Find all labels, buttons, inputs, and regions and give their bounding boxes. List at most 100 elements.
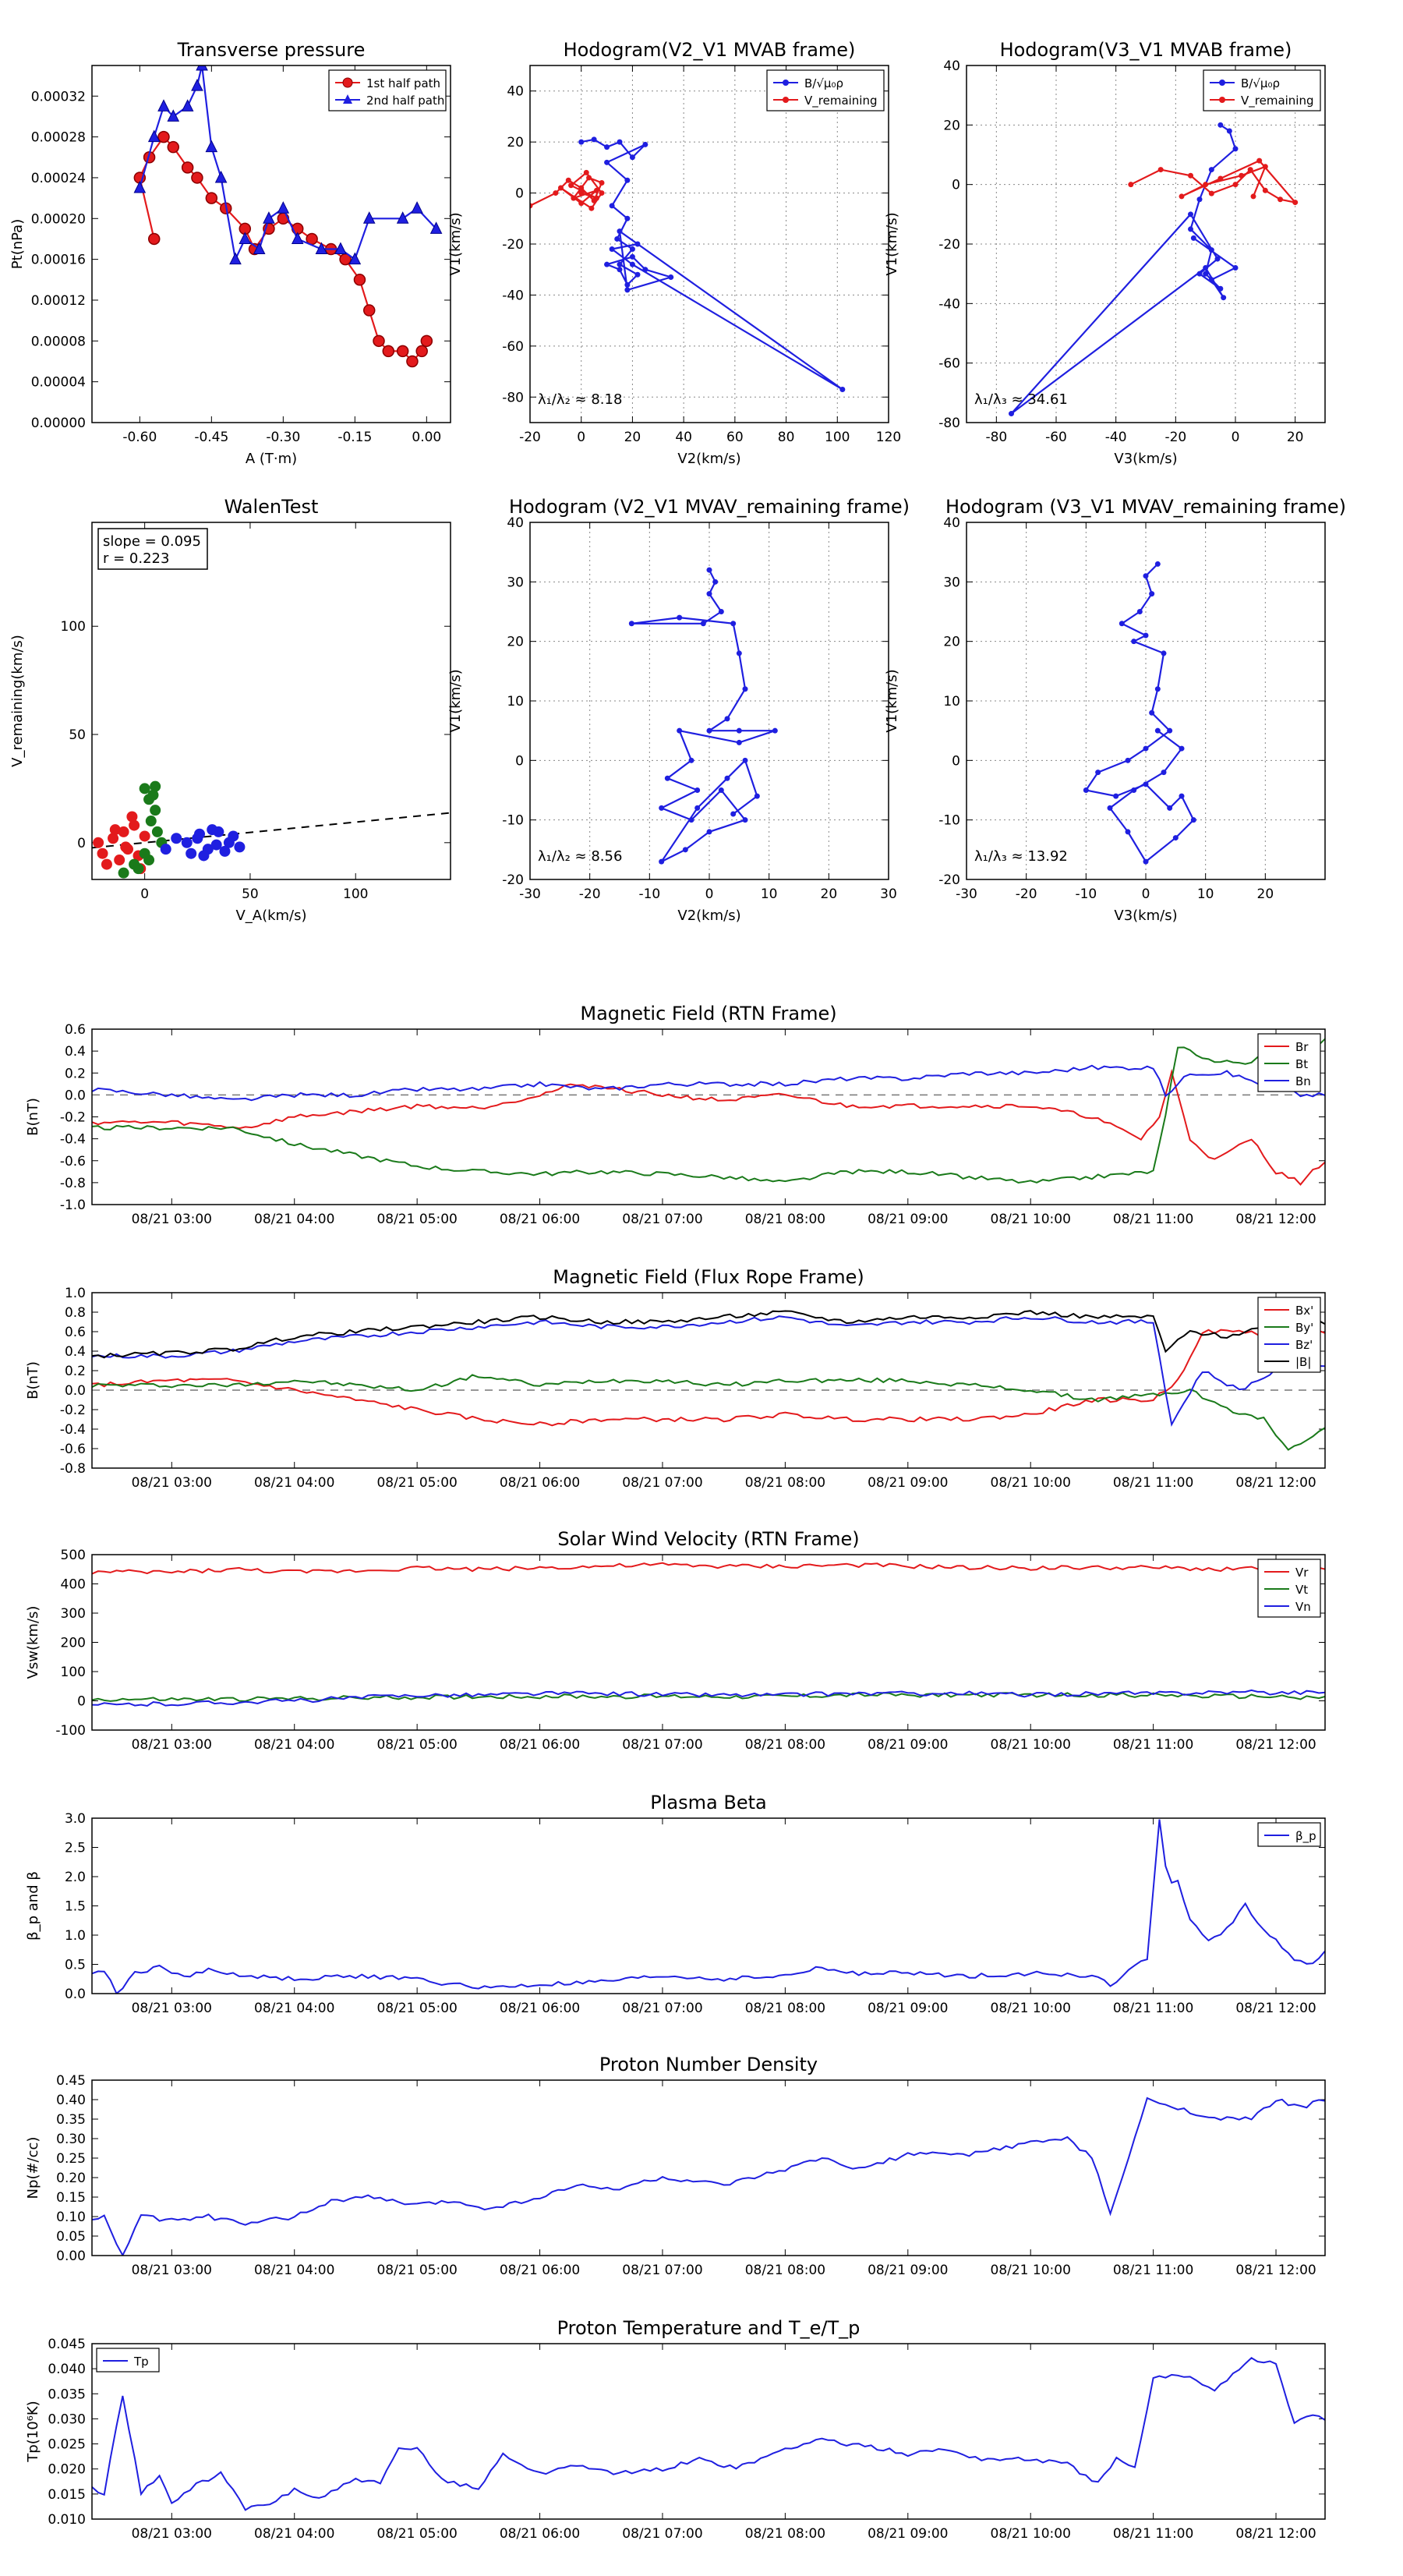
x-axis-label: V_A(km/s) (235, 908, 306, 924)
data-point (1157, 167, 1164, 173)
x-tick-label: 0.00 (412, 430, 441, 445)
y-tick-label: 0.20 (56, 2171, 86, 2186)
data-point (126, 811, 138, 823)
y-tick-label: 1.5 (65, 1899, 86, 1915)
legend-label: |B| (1295, 1355, 1311, 1369)
x-tick-label: 08/21 11:00 (1113, 2001, 1193, 2016)
series-line (92, 1562, 1325, 1575)
annotation-text: λ₁/λ₂ ≈ 8.56 (538, 848, 622, 865)
data-point (101, 858, 112, 870)
data-point (642, 141, 648, 147)
x-tick-label: 08/21 10:00 (991, 1475, 1071, 1491)
data-point (93, 837, 104, 848)
data-point (362, 304, 376, 317)
y-tick-label: -0.8 (60, 1461, 86, 1477)
y-tick-label: -0.6 (60, 1154, 86, 1169)
data-point (1217, 122, 1224, 128)
data-point (694, 805, 701, 811)
y-tick-label: 2.5 (65, 1841, 86, 1856)
transverse-pressure-chart: Transverse pressure -0.60 -0.45 -0.30 -0.15 0… (9, 39, 451, 467)
data-point (736, 739, 742, 745)
legend-label: Bx' (1295, 1304, 1313, 1318)
x-tick-label: 08/21 08:00 (745, 1475, 825, 1491)
series-data (92, 2097, 1325, 2256)
data-point (578, 190, 585, 196)
data-point (1107, 805, 1113, 811)
data-point (839, 386, 846, 392)
legend-label: Tp (133, 2355, 149, 2369)
x-tick-label: 30 (880, 886, 897, 902)
y-tick-label: -60 (938, 356, 960, 372)
x-tick-label: 08/21 06:00 (500, 1737, 580, 1753)
y-tick-label: -10 (938, 813, 960, 829)
data-point (167, 140, 180, 154)
x-tick-label: -0.60 (122, 430, 157, 445)
data-point (682, 847, 688, 853)
data-point (196, 65, 208, 71)
y-tick-label: 0.025 (48, 2437, 86, 2453)
series-blue (160, 824, 246, 862)
plot-frame (91, 2079, 1326, 2256)
plot-area (92, 1562, 1325, 1707)
y-tick-label: 40 (507, 84, 524, 100)
data-point (578, 185, 585, 191)
series-line (1130, 159, 1298, 204)
data-point (694, 787, 701, 793)
legend-frame (1203, 69, 1321, 111)
y-tick-label: 3.0 (65, 1811, 86, 1827)
x-tick-label: 08/21 09:00 (868, 2001, 948, 2016)
data-point (617, 139, 623, 145)
series-line (1084, 563, 1195, 863)
data-point (553, 190, 559, 196)
chart-title: Magnetic Field (RTN Frame) (580, 1003, 836, 1024)
data-point (1203, 271, 1209, 277)
plot-frame (91, 1028, 1326, 1205)
y-tick-label: 0.00020 (31, 211, 86, 227)
y-tick-label: -60 (502, 339, 524, 355)
data-point (609, 246, 615, 253)
series-line (92, 1819, 1325, 1994)
x-axis-label: V3(km/s) (1114, 451, 1177, 467)
series-line (92, 1329, 1325, 1427)
data-point (150, 805, 161, 816)
annotation-text: r = 0.223 (103, 550, 169, 567)
series-by- (92, 1374, 1325, 1451)
y-axis-label: Pt(nPa) (9, 219, 26, 269)
data-point (634, 271, 641, 278)
x-tick-label: 120 (876, 430, 901, 445)
y-tick-label: 0.0 (65, 1383, 86, 1399)
y-tick-label: 20 (943, 635, 960, 650)
x-tick-label: -20 (579, 886, 601, 902)
data-point (143, 855, 155, 866)
y-tick-label: 40 (507, 515, 524, 531)
data-point (736, 727, 742, 734)
data-point (1196, 271, 1203, 277)
legend-label: Br (1295, 1040, 1309, 1054)
y-tick-label: 0.00024 (31, 171, 86, 186)
x-tick-label: 08/21 09:00 (868, 1737, 948, 1753)
chart-title: Hodogram (V2_V1 MVAV_remaining frame) (509, 496, 910, 518)
y-axis-label: V1(km/s) (884, 212, 900, 275)
series-tp (92, 2357, 1325, 2511)
data-point (191, 79, 203, 91)
data-point (1278, 196, 1283, 203)
data-point (591, 136, 597, 143)
data-point (677, 727, 683, 734)
legend-frame (328, 69, 447, 111)
y-tick-label: 0.00028 (31, 130, 86, 146)
y-axis-label: Vsw(km/s) (25, 1606, 41, 1679)
x-tick-label: 08/21 08:00 (745, 1737, 825, 1753)
x-tick-label: 08/21 12:00 (1235, 2001, 1316, 2016)
legend: Tp (96, 2348, 160, 2373)
data-point (145, 816, 157, 827)
data-point (688, 757, 694, 763)
data-point (706, 727, 712, 734)
data-point (1167, 805, 1173, 811)
x-tick-label: 08/21 03:00 (132, 2526, 212, 2542)
series-vn (92, 1689, 1325, 1707)
plot-frame (91, 2343, 1326, 2520)
series-line (92, 1038, 1325, 1184)
x-tick-label: 08/21 06:00 (500, 2526, 580, 2542)
plot-frame (966, 65, 1326, 423)
